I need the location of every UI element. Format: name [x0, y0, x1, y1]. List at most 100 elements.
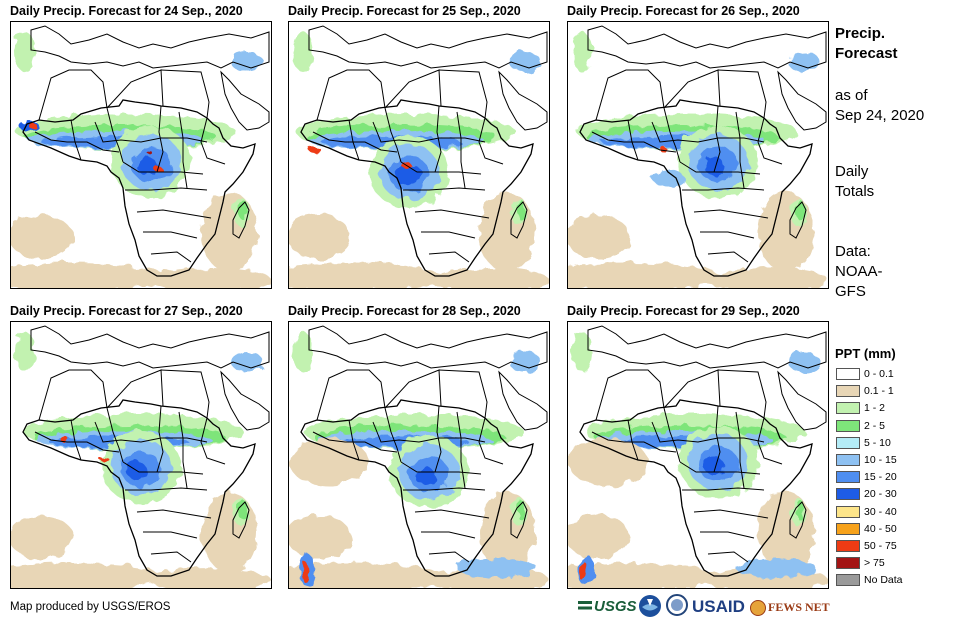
- country-border: [160, 69, 210, 119]
- country-border: [707, 551, 749, 563]
- precip-area: [289, 515, 351, 559]
- legend-swatch: [836, 419, 860, 432]
- europe-coastline: [30, 25, 270, 69]
- precip-area: [415, 467, 435, 485]
- precip-fields: [289, 32, 549, 288]
- country-border: [663, 107, 681, 163]
- country-border: [316, 369, 386, 421]
- country-border: [384, 107, 402, 163]
- precip-map: [288, 21, 550, 289]
- country-border: [125, 187, 208, 191]
- africa-map: [11, 25, 271, 288]
- legend-label: 50 - 75: [864, 540, 897, 552]
- legend-swatch: [836, 402, 860, 415]
- data-source-line1: Data:: [835, 243, 871, 260]
- country-border: [679, 161, 761, 175]
- precip-fields: [11, 32, 271, 288]
- country-border: [312, 131, 398, 153]
- country-borders: [22, 325, 270, 577]
- precip-area: [137, 157, 157, 175]
- precip-area: [309, 147, 321, 153]
- arabia-coastline: [498, 70, 548, 131]
- precip-map: [10, 321, 272, 589]
- country-border: [456, 111, 466, 189]
- country-border: [434, 405, 442, 473]
- country-border: [384, 69, 442, 109]
- legend-label: 15 - 20: [864, 471, 897, 484]
- country-border: [178, 411, 188, 489]
- precip-area: [239, 200, 247, 220]
- country-borders: [22, 25, 270, 277]
- precip-area: [568, 263, 723, 288]
- precip-area: [15, 332, 35, 372]
- country-border: [384, 407, 402, 463]
- as-of-label: as of: [835, 87, 868, 104]
- country-border: [156, 405, 164, 473]
- totals-label: Daily Totals: [835, 162, 874, 202]
- country-border: [679, 461, 761, 475]
- country-border: [143, 531, 198, 539]
- country-border: [478, 417, 504, 465]
- as-of-value: Sep 24, 2020: [835, 107, 925, 124]
- totals-line1: Daily: [835, 163, 869, 180]
- country-border: [200, 417, 226, 465]
- country-border: [707, 251, 749, 263]
- precip-area: [704, 457, 724, 475]
- usgs-logo: USGS: [578, 594, 637, 620]
- madagascar-coastline: [510, 501, 528, 539]
- country-border: [717, 369, 767, 419]
- legend-swatch: [836, 368, 860, 380]
- precip-fields: [568, 32, 828, 288]
- country-border: [414, 209, 490, 219]
- noaa-logo: [638, 594, 664, 620]
- precip-area: [301, 562, 309, 582]
- panel-title: Daily Precip. Forecast for 24 Sep., 2020: [10, 4, 243, 18]
- europe-coastline: [587, 325, 827, 369]
- legend-swatch: [836, 488, 860, 501]
- country-border: [693, 509, 769, 519]
- madagascar-coastline: [510, 201, 528, 239]
- panel-title: Daily Precip. Forecast for 26 Sep., 2020: [567, 4, 800, 18]
- legend-label: 20 - 30: [864, 488, 897, 501]
- precip-fields: [11, 332, 271, 588]
- precip-area: [568, 438, 648, 486]
- legend-swatch: [836, 505, 860, 518]
- country-border: [663, 407, 681, 463]
- precip-area: [517, 200, 525, 220]
- noaa-emblem-icon: [639, 595, 661, 617]
- precip-area: [201, 492, 257, 572]
- precip-area: [289, 215, 351, 259]
- madagascar-coastline: [232, 201, 250, 239]
- legend-title: PPT (mm): [835, 346, 896, 361]
- data-source-line2: NOAA-: [835, 263, 883, 280]
- country-border: [150, 551, 192, 563]
- usgs-logo-text: USGS: [594, 598, 637, 615]
- country-border: [384, 369, 442, 409]
- precip-area: [293, 32, 313, 72]
- precip-area: [429, 268, 549, 288]
- precip-area: [15, 32, 35, 72]
- precip-area: [736, 558, 816, 578]
- data-source: Data: NOAA- GFS: [835, 242, 883, 302]
- legend-label: 40 - 50: [864, 522, 897, 535]
- country-border: [200, 117, 226, 165]
- precip-area: [11, 215, 73, 259]
- country-border: [434, 105, 442, 173]
- legend-label: No Data: [864, 574, 903, 587]
- country-border: [682, 487, 765, 491]
- precip-area: [293, 332, 313, 372]
- precip-area: [572, 32, 592, 72]
- precip-area: [147, 150, 151, 154]
- country-border: [156, 105, 164, 173]
- precip-area: [568, 515, 630, 559]
- usaid-logo: USAID: [692, 594, 750, 620]
- precip-area: [289, 563, 444, 588]
- arabia-coastline: [777, 370, 827, 431]
- country-border: [400, 461, 482, 475]
- legend-label: 2 - 5: [864, 419, 886, 432]
- precip-area: [151, 568, 271, 588]
- country-border: [651, 421, 765, 443]
- precip-area: [239, 500, 247, 520]
- country-border: [438, 69, 488, 119]
- country-border: [372, 121, 486, 143]
